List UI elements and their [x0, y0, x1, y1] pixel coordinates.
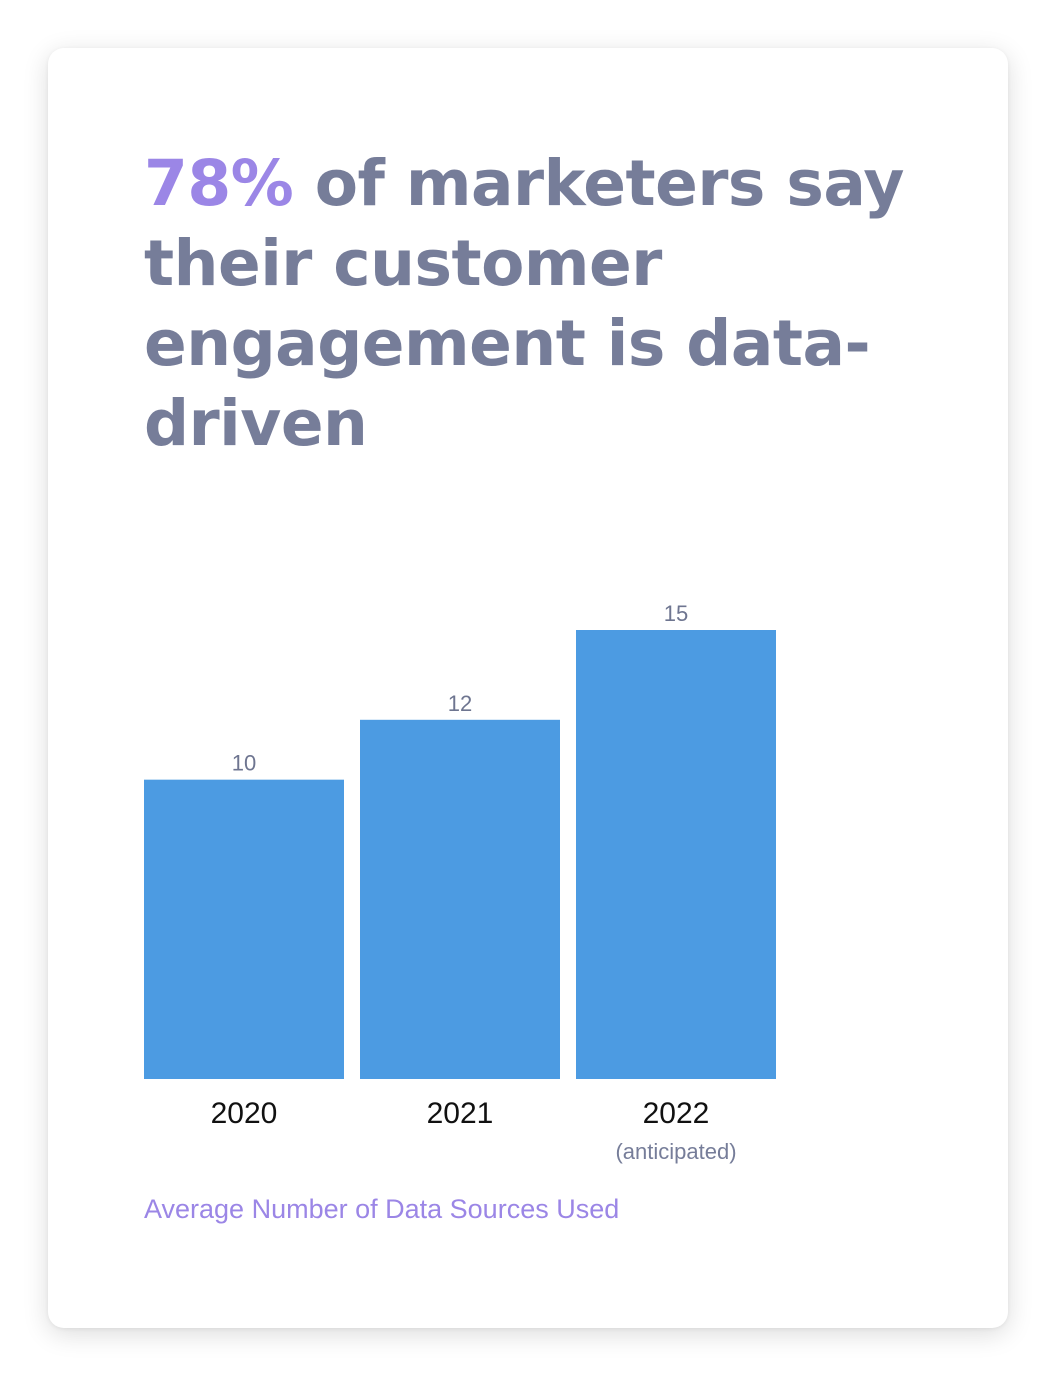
headline-highlight: 78% [144, 147, 294, 220]
chart-caption: Average Number of Data Sources Used [144, 1194, 620, 1224]
chart-card: 78% of marketers say their customer enga… [48, 48, 1008, 1328]
category-label-2020: 2020 [211, 1097, 278, 1130]
headline-text: of marketers say their customer engageme… [144, 147, 905, 460]
category-sublabel-2022: (anticipated) [615, 1139, 736, 1164]
category-label-2021: 2021 [427, 1097, 494, 1130]
value-label-2022: 15 [664, 601, 688, 626]
bar-2021 [360, 719, 560, 1079]
value-label-2021: 12 [448, 691, 472, 716]
bar-2022 [576, 630, 776, 1079]
bar-chart: 10 2020 12 2021 15 2022 (anticipated) [144, 601, 776, 1164]
headline: 78% of marketers say their customer enga… [144, 144, 944, 464]
bar-2020 [144, 779, 344, 1079]
value-label-2020: 10 [232, 751, 256, 776]
category-label-2022: 2022 [643, 1097, 710, 1130]
